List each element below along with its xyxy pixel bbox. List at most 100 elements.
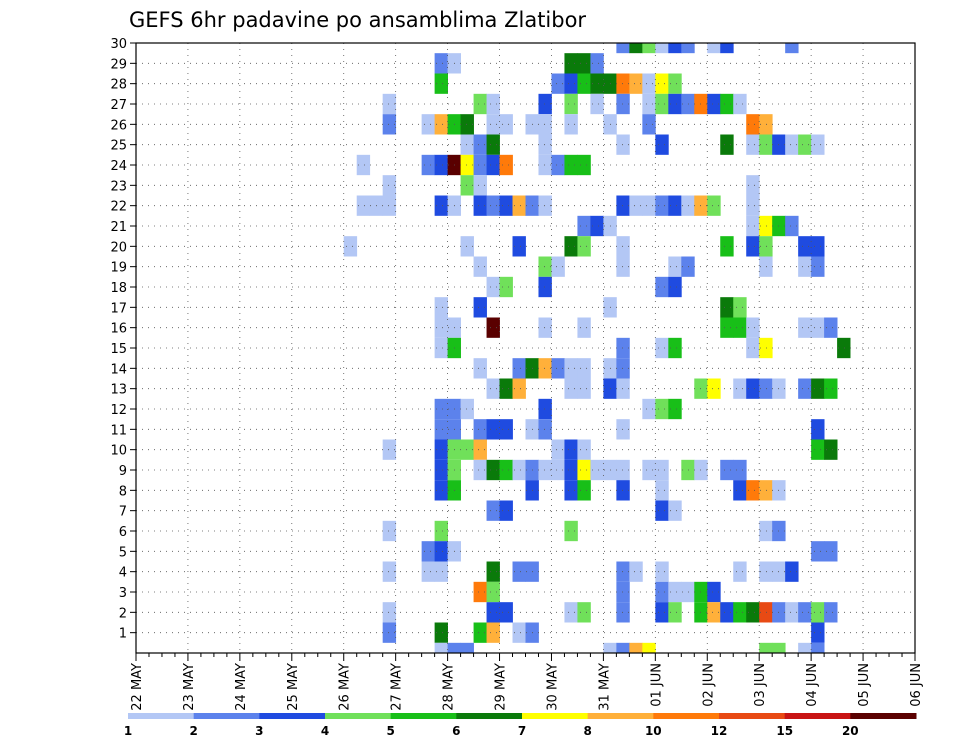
y-tick-label: 1 (119, 627, 127, 642)
colorbar-swatch (193, 713, 260, 719)
heatmap-cell (382, 175, 397, 196)
heatmap-cell (473, 419, 487, 440)
heatmap-cell (382, 602, 397, 623)
y-tick-label: 23 (110, 179, 127, 194)
heatmap-cell (577, 215, 591, 237)
y-tick-label: 10 (110, 444, 127, 459)
heatmap-cell (564, 602, 578, 623)
heatmap-cell (616, 236, 630, 257)
heatmap-cell (824, 602, 838, 623)
colorbar-legend: 1 2 3 4 5 6 7 8 10 12 15 20 (124, 713, 917, 738)
heatmap-cell (577, 154, 591, 176)
y-tick-label: 26 (110, 118, 127, 133)
heatmap-cell (512, 378, 526, 399)
heatmap-cell (720, 602, 734, 623)
heatmap-cell (759, 236, 773, 257)
colorbar-swatch (522, 713, 589, 719)
y-axis-ticks: 1234567891011121314151617181920212223242… (110, 37, 136, 642)
heatmap-cell (720, 43, 734, 54)
heatmap-cell (564, 154, 578, 176)
y-tick-label: 28 (110, 78, 127, 93)
heatmap-cell (512, 561, 526, 582)
heatmap-cell (564, 378, 578, 399)
heatmap-cell (421, 114, 436, 135)
heatmap-cell (746, 134, 760, 155)
heatmap-cell (577, 480, 591, 501)
heatmap-cell (655, 43, 669, 54)
heatmap-cell (798, 642, 812, 653)
heatmap-cell (538, 317, 552, 338)
heatmap-cell (759, 602, 773, 623)
heatmap-cell (629, 43, 643, 54)
heatmap-cell (499, 459, 513, 481)
heatmap-cell (759, 215, 773, 237)
heatmap-cell (551, 154, 565, 176)
colorbar-label: 10 (645, 724, 662, 738)
heatmap-cell (707, 93, 721, 115)
heatmap-cell (746, 114, 760, 135)
heatmap-cell (499, 114, 513, 135)
heatmap-cell (707, 602, 721, 623)
heatmap-cell (616, 195, 630, 216)
y-tick-label: 29 (110, 57, 127, 72)
heatmap-cell (460, 134, 474, 155)
heatmap-cell (512, 459, 526, 481)
heatmap-cell (642, 43, 656, 54)
heatmap-cell (629, 561, 643, 582)
heatmap-cell (499, 500, 513, 521)
heatmap-cell (616, 337, 630, 359)
y-tick-label: 5 (119, 545, 127, 560)
heatmap-cell (434, 154, 448, 176)
heatmap-cell (434, 439, 448, 460)
y-tick-label: 3 (119, 586, 127, 601)
heatmap-cell (486, 622, 500, 643)
heatmap-cell (811, 378, 825, 399)
heatmap-cell (824, 378, 838, 399)
heatmap-cell (473, 459, 487, 481)
heatmap-cell (616, 93, 630, 115)
colorbar-swatch (784, 713, 851, 719)
y-tick-label: 8 (119, 484, 127, 499)
heatmap-cell (473, 154, 487, 176)
heatmap-cell (590, 53, 604, 74)
heatmap-cell (616, 480, 630, 501)
heatmap-cell (616, 43, 630, 54)
y-tick-label: 13 (110, 383, 127, 398)
heatmap-cell (668, 93, 682, 115)
heatmap-cell (512, 358, 526, 379)
heatmap-cell (434, 317, 448, 338)
heatmap-cell (512, 236, 526, 257)
heatmap-cell (720, 134, 734, 155)
heatmap-cell (473, 439, 487, 460)
y-tick-label: 19 (110, 261, 127, 276)
heatmap-cell (785, 602, 799, 623)
y-tick-label: 27 (110, 98, 127, 113)
heatmap-cell (655, 581, 669, 603)
heatmap-cell (512, 195, 526, 216)
colorbar-swatch (325, 713, 392, 719)
heatmap-cell (499, 195, 513, 216)
heatmap-cell (577, 236, 591, 257)
heatmap-cell (655, 195, 669, 216)
heatmap-cell (642, 114, 656, 135)
heatmap-cell (564, 93, 578, 115)
heatmap-cell (733, 317, 747, 338)
heatmap-cell (707, 195, 721, 216)
heatmap-cell (538, 276, 552, 298)
heatmap-cell (564, 114, 578, 135)
heatmap-cell (551, 439, 565, 460)
heatmap-cell (811, 317, 825, 338)
heatmap-cell (486, 459, 500, 481)
heatmap-cell (746, 602, 760, 623)
heatmap-cell (668, 500, 682, 521)
heatmap-cell (824, 541, 838, 562)
heatmap-cell (473, 358, 487, 379)
heatmap-cell (746, 317, 760, 338)
heatmap-cell (759, 114, 773, 135)
heatmap-cell (655, 337, 669, 359)
heatmap-cell (499, 154, 513, 176)
heatmap-cell (538, 398, 552, 420)
y-tick-label: 16 (110, 322, 127, 337)
colorbar-label: 20 (842, 724, 859, 738)
